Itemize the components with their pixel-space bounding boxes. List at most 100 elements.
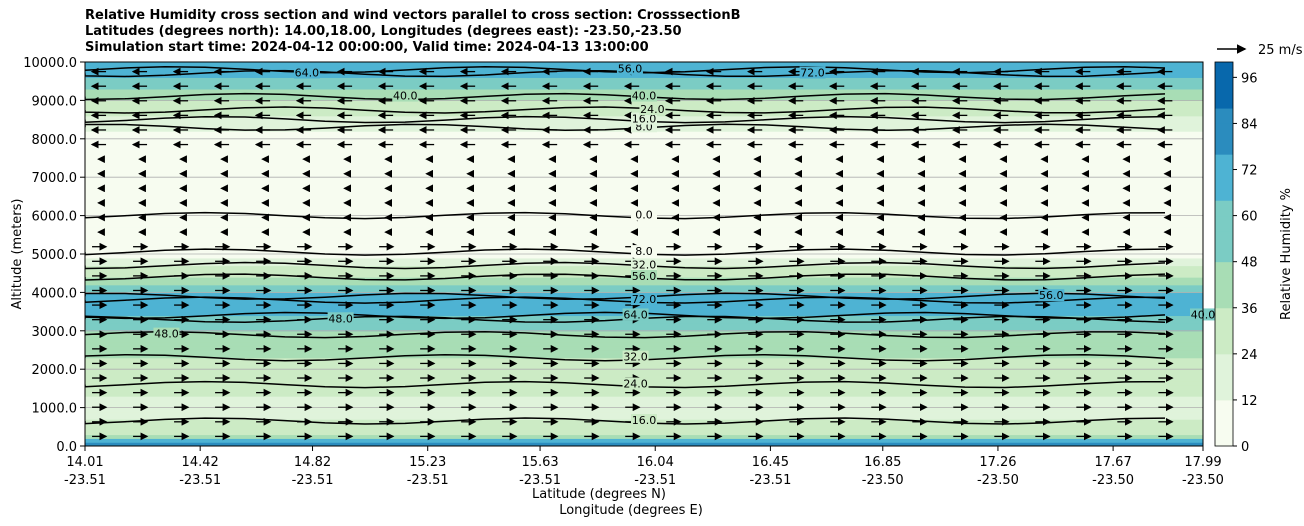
contour-line	[85, 261, 1166, 270]
x-tick-label-longitude: -23.50	[862, 473, 904, 488]
x-tick-label-latitude: 16.04	[637, 455, 674, 470]
rh-band	[85, 134, 1203, 140]
colorbar-segment	[1215, 353, 1233, 370]
contour-line	[85, 211, 1166, 220]
colorbar-label: Relative Humidity %	[1279, 188, 1294, 320]
colorbar-frame	[1214, 61, 1234, 447]
contour-line	[85, 248, 1166, 256]
rh-band	[85, 161, 1203, 167]
colorbar-tick-label: 72	[1241, 164, 1258, 179]
colorbar-segment	[1215, 123, 1233, 140]
rh-band	[85, 81, 1203, 86]
x-tick-label-latitude: 15.23	[409, 455, 446, 470]
rh-band	[85, 338, 1203, 343]
colorbar-segment	[1215, 246, 1233, 263]
colorbar-segment	[1215, 200, 1233, 217]
rh-band	[85, 330, 1203, 336]
x-tick-label-latitude: 16.45	[752, 455, 789, 470]
x-tick-label-longitude: -23.51	[292, 473, 334, 488]
x-axis-label-longitude: Longitude (degrees E)	[559, 503, 703, 518]
colorbar: 0 12 24 36 48 60 72 84 96	[1214, 61, 1258, 455]
rh-band	[85, 230, 1203, 236]
contour-line	[85, 92, 1166, 101]
colorbar-segment	[1215, 369, 1233, 386]
rh-band	[85, 396, 1203, 401]
x-tick-label-longitude: -23.51	[64, 473, 106, 488]
contour-label: 72.0	[632, 293, 657, 306]
x-tick-label-latitude: 15.63	[521, 455, 558, 470]
colorbar-segment	[1215, 169, 1233, 186]
colorbar-segment	[1215, 399, 1233, 416]
x-tick-label-latitude: 17.26	[979, 455, 1016, 470]
colorbar-segment	[1215, 77, 1233, 94]
contour-label: 32.0	[632, 259, 657, 272]
contour-line	[85, 311, 1166, 320]
contour-label-bg	[631, 293, 657, 306]
colorbar-segment	[1215, 184, 1233, 201]
x-tick-label-latitude: 14.01	[66, 455, 103, 470]
rh-band	[85, 365, 1203, 370]
contour-label-bg	[327, 312, 354, 325]
contour-line	[85, 106, 1166, 114]
rh-band	[85, 146, 1203, 151]
rh-band	[85, 323, 1203, 328]
y-tick-label: 8000.0	[32, 133, 78, 148]
rh-band	[85, 373, 1203, 378]
contour-label-bg	[631, 245, 657, 258]
y-tick-label: 2000.0	[32, 363, 78, 378]
contour-label: 64.0	[623, 308, 648, 321]
rh-band	[85, 192, 1203, 197]
rh-band	[85, 138, 1203, 144]
y-tick-label: 0.0	[56, 440, 77, 455]
contour-label: 16.0	[632, 414, 657, 427]
rh-band	[85, 77, 1203, 82]
contour-line	[85, 69, 1166, 78]
contour-label: 32.0	[623, 351, 648, 364]
rh-band	[85, 100, 1203, 105]
rh-band	[85, 238, 1203, 244]
x-tick-label-longitude: -23.51	[407, 473, 449, 488]
rh-band	[85, 234, 1203, 240]
rh-band	[85, 346, 1203, 351]
x-tick-label-longitude: -23.51	[179, 473, 221, 488]
contour-line	[85, 123, 1166, 132]
rh-band	[85, 227, 1203, 232]
x-tick-label-longitude: -23.50	[1182, 473, 1224, 488]
contour-line	[85, 353, 1166, 362]
colorbar-tick-label: 48	[1241, 256, 1258, 271]
rh-band	[85, 204, 1203, 209]
colorbar-segment	[1215, 338, 1233, 355]
colorbar-segment	[1215, 261, 1233, 278]
contour-lines	[85, 65, 1166, 425]
contour-label: 48.0	[328, 312, 353, 325]
contour-label-bg	[293, 66, 320, 79]
x-tick-label-longitude: -23.50	[1092, 473, 1134, 488]
colorbar-segment	[1215, 108, 1233, 124]
rh-band	[85, 165, 1203, 171]
contour-line	[85, 417, 1166, 425]
quiver-key-label: 25 m/s	[1258, 43, 1303, 58]
colorbar-segment	[1215, 415, 1233, 432]
rh-band	[85, 173, 1203, 178]
colorbar-segment	[1215, 307, 1233, 324]
contour-label-bg	[622, 350, 649, 363]
rh-band	[85, 196, 1203, 201]
rh-band	[85, 200, 1203, 205]
colorbar-segment	[1215, 62, 1233, 78]
contour-line	[85, 315, 1166, 323]
colorbar-segment	[1215, 292, 1233, 309]
contour-label-bg	[639, 103, 666, 115]
rh-band	[85, 131, 1203, 136]
y-tick-label: 3000.0	[32, 325, 78, 340]
rh-band	[85, 73, 1203, 78]
y-axis-label: Altitude (meters)	[10, 199, 25, 310]
contour-line	[85, 273, 1166, 281]
contour-label: 24.0	[640, 103, 665, 116]
contour-label-bg	[631, 258, 657, 271]
chart-title: Relative Humidity cross section and wind…	[85, 8, 741, 56]
rh-band	[85, 361, 1203, 366]
contour-label: 0.0	[635, 209, 653, 222]
contour-label-bg	[153, 327, 180, 340]
contour-label: 8.0	[635, 245, 653, 258]
rh-band	[85, 284, 1203, 290]
